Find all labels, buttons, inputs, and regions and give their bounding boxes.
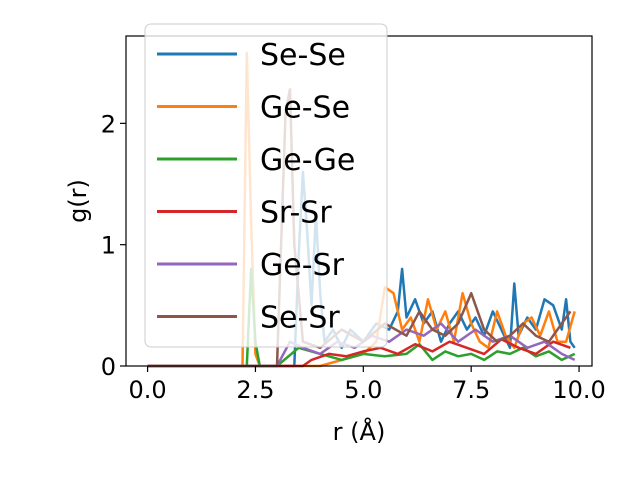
x-tick-label: 2.5	[236, 376, 274, 404]
x-tick-label: 10.0	[552, 376, 605, 404]
x-axis-label: r (Å)	[333, 417, 386, 446]
series-line-sr-sr	[147, 338, 571, 368]
y-tick-label: 0	[101, 353, 116, 381]
series-line-ge-sr	[147, 322, 576, 368]
x-tick-label: 0.0	[128, 376, 166, 404]
legend-box	[144, 23, 388, 348]
y-tick-label: 2	[101, 110, 116, 138]
y-axis-label: g(r)	[64, 179, 92, 223]
legend-label: Ge-Ge	[260, 143, 355, 178]
x-tick-label: 7.5	[452, 376, 490, 404]
legend-label: Ge-Sr	[260, 248, 345, 283]
y-axis: 0 1 2	[101, 110, 126, 381]
legend-label: Ge-Se	[260, 91, 350, 126]
legend-label: Se-Se	[260, 38, 346, 73]
y-tick-label: 1	[101, 232, 116, 260]
legend: Se-Se Ge-Se Ge-Ge Sr-Sr Ge-Sr Se-Sr	[144, 23, 388, 348]
x-axis: 0.0 2.5 5.0 7.5 10.0	[128, 366, 606, 404]
x-tick-label: 5.0	[344, 376, 382, 404]
legend-label: Sr-Sr	[260, 196, 332, 231]
legend-label: Se-Sr	[260, 301, 340, 336]
